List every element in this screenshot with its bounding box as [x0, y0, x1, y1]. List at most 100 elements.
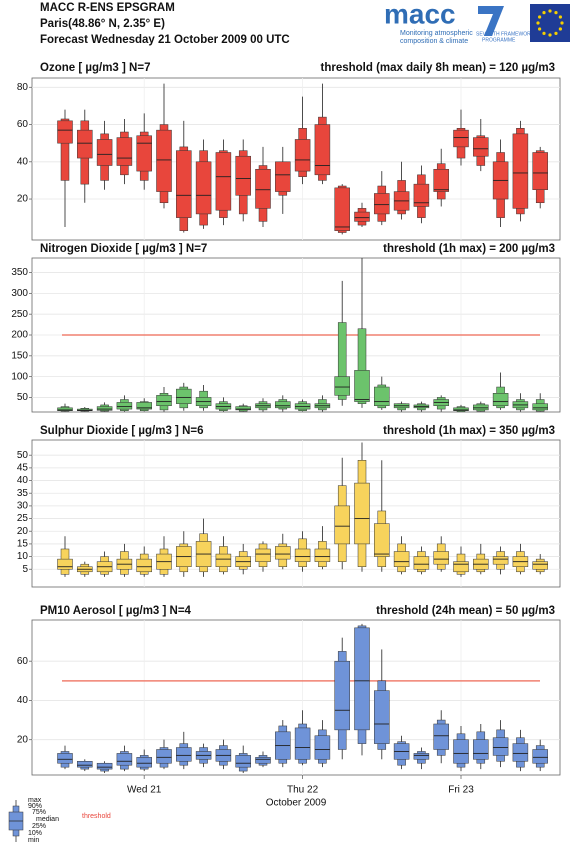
- y-tick-label: 20: [17, 526, 29, 537]
- y-tick-label: 5: [22, 564, 28, 575]
- inner-box: [294, 548, 311, 562]
- inner-box: [334, 376, 350, 396]
- inner-box: [235, 155, 251, 196]
- header-title: MACC R-ENS EPSGRAM: [40, 2, 175, 14]
- macc-logo: macc Monitoring atmospheric composition …: [384, 0, 473, 45]
- inner-box: [453, 561, 469, 573]
- inner-box: [57, 753, 73, 764]
- inner-box: [294, 139, 311, 172]
- inner-box: [96, 139, 113, 166]
- inner-box: [255, 168, 271, 209]
- inner-box: [116, 753, 133, 766]
- inner-box: [354, 370, 370, 402]
- x-axis-label: October 2009: [266, 798, 327, 809]
- y-tick-label: 10: [17, 551, 29, 562]
- inner-box: [433, 723, 449, 750]
- y-tick-label: 15: [17, 539, 29, 550]
- inner-box: [116, 402, 133, 410]
- boxes: [57, 258, 548, 412]
- inner-box: [532, 561, 548, 570]
- inner-box: [413, 556, 430, 570]
- legend-label: 90%: [28, 803, 42, 810]
- y-tick-label: 25: [17, 513, 29, 524]
- inner-box: [156, 395, 172, 407]
- fp7-label: PROGRAMME: [482, 37, 516, 43]
- inner-box: [413, 753, 430, 760]
- inner-box: [354, 211, 370, 222]
- y-tick-label: 40: [17, 156, 29, 167]
- y-tick-label: 80: [17, 82, 29, 93]
- legend-label: max: [28, 797, 42, 804]
- panel-title: Nitrogen Dioxide [ µg/m3 ] N=7: [40, 243, 207, 255]
- legend-label: 25%: [32, 823, 46, 830]
- y-tick-label: 35: [17, 488, 29, 499]
- inner-box: [453, 407, 469, 412]
- inner-box: [77, 761, 93, 768]
- inner-box: [294, 727, 311, 760]
- inner-box: [136, 135, 152, 172]
- inner-box: [156, 129, 172, 192]
- inner-box: [374, 193, 390, 215]
- inner-box: [532, 749, 548, 764]
- inner-box: [413, 183, 430, 207]
- y-tick-label: 250: [11, 309, 28, 320]
- inner-box: [195, 161, 212, 215]
- y-tick-label: 30: [17, 501, 29, 512]
- panel-title: Ozone [ µg/m3 ] N=7: [40, 62, 150, 74]
- eu-star: [560, 21, 564, 25]
- eu-star: [554, 31, 558, 35]
- eu-stars: [536, 9, 564, 37]
- inner-box: [374, 690, 390, 744]
- y-tick-label: 50: [17, 450, 29, 461]
- inner-box: [314, 735, 331, 760]
- legend: max 90% 75% median 25% 10% min threshold: [8, 797, 111, 844]
- inner-box: [512, 133, 529, 209]
- inner-box: [275, 401, 291, 409]
- inner-box: [492, 393, 509, 407]
- inner-box: [57, 407, 73, 412]
- outer-box: [337, 322, 347, 400]
- inner-box: [532, 152, 548, 190]
- legend-label: 75%: [32, 809, 46, 816]
- inner-box: [235, 406, 251, 411]
- inner-box: [136, 757, 152, 768]
- legend-label: min: [28, 837, 39, 844]
- inner-box: [334, 660, 350, 731]
- y-tick-label: 40: [17, 475, 29, 486]
- legend-threshold: threshold: [82, 813, 111, 820]
- y-tick-label: 50: [17, 392, 29, 403]
- fp7-logo: SEVENTH FRAMEWORK PROGRAMME: [476, 6, 535, 43]
- threshold-label: threshold (24h mean) = 50 µg/m3: [376, 605, 555, 617]
- inner-box: [374, 523, 390, 557]
- boxes: [57, 623, 548, 774]
- inner-box: [492, 556, 509, 565]
- inner-box: [116, 137, 133, 166]
- outer-box: [60, 118, 70, 181]
- y-tick-label: 45: [17, 463, 29, 474]
- eu-star: [558, 27, 562, 31]
- y-tick-label: 60: [17, 656, 29, 667]
- threshold-label: threshold (1h max) = 350 µg/m3: [383, 425, 555, 437]
- inner-box: [96, 406, 113, 411]
- header-forecast: Forecast Wednesday 21 October 2009 00 UT…: [40, 34, 290, 46]
- fp7-label: SEVENTH FRAMEWORK: [476, 31, 535, 37]
- inner-box: [532, 403, 548, 411]
- y-tick-label: 300: [11, 288, 28, 299]
- boxes: [57, 83, 548, 235]
- inner-box: [57, 120, 73, 144]
- macc-logo-text: macc: [384, 0, 456, 29]
- panel-title: PM10 Aerosol [ µg/m3 ] N=4: [40, 605, 192, 617]
- inner-box: [235, 755, 251, 768]
- inner-box: [136, 402, 152, 410]
- legend-label: median: [36, 816, 59, 823]
- y-tick-label: 20: [17, 194, 29, 205]
- inner-box: [453, 129, 469, 148]
- inner-box: [433, 551, 449, 565]
- eu-flag: [530, 4, 570, 42]
- inner-box: [354, 482, 370, 545]
- inner-box: [275, 546, 291, 560]
- threshold-label: threshold (1h max) = 200 µg/m3: [383, 243, 555, 255]
